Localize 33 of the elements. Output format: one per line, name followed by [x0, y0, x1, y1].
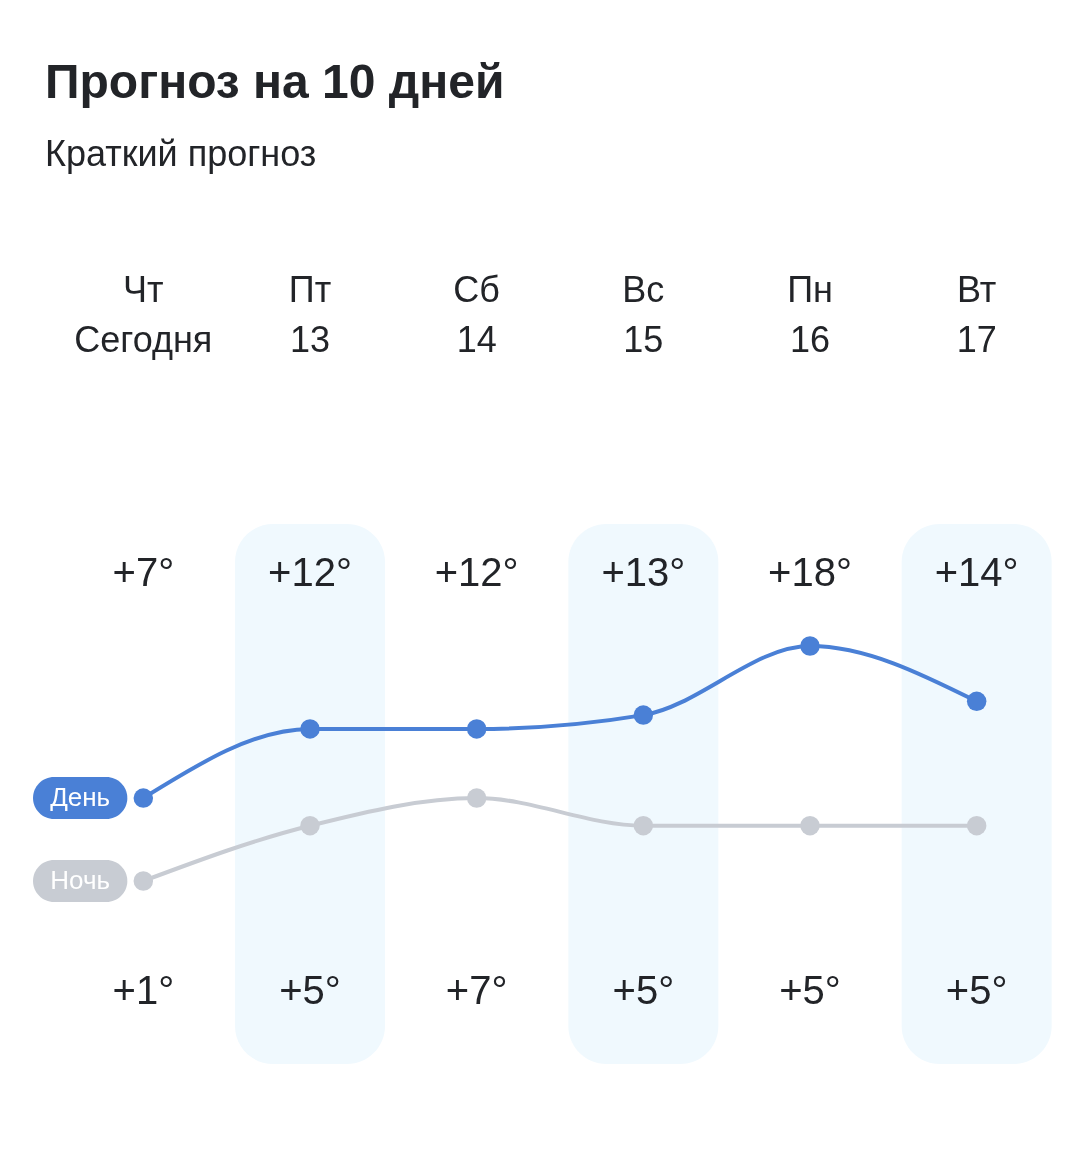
point: [633, 815, 654, 836]
data-label: +7°: [112, 550, 175, 594]
point: [466, 788, 487, 808]
data-label: +12°: [434, 550, 519, 594]
data-label: +5°: [279, 968, 341, 1012]
x-tick-label: Вт 17: [956, 269, 997, 360]
x-tick-label: Сб 14: [453, 269, 500, 360]
x-tick-label: Пт 13: [288, 269, 332, 360]
x-tick-label: Вс 15: [622, 269, 665, 360]
point: [133, 788, 154, 808]
point: [300, 719, 320, 739]
point: [966, 815, 987, 836]
point: [300, 815, 320, 836]
data-label: +13°: [601, 550, 686, 594]
point: [966, 691, 987, 712]
x-tick-label: Чт Сегодня: [74, 269, 213, 360]
data-label: +7°: [445, 968, 508, 1012]
point: [133, 871, 154, 891]
data-label: +18°: [768, 550, 852, 594]
data-label: +5°: [945, 968, 1008, 1012]
point: [633, 705, 654, 725]
point: [800, 815, 820, 836]
data-label: +5°: [779, 968, 841, 1012]
data-label: +1°: [112, 968, 175, 1012]
data-label: +12°: [268, 550, 352, 594]
point: [466, 719, 487, 739]
data-label: +14°: [934, 550, 1019, 594]
series-label: День: [50, 782, 111, 813]
point: [800, 636, 820, 656]
x-tick-label: Пн 16: [787, 269, 833, 360]
chart-subtitle: Краткий прогноз: [45, 133, 317, 174]
data-label: +5°: [612, 968, 675, 1012]
chart-title: Прогноз на 10 дней: [45, 55, 505, 108]
